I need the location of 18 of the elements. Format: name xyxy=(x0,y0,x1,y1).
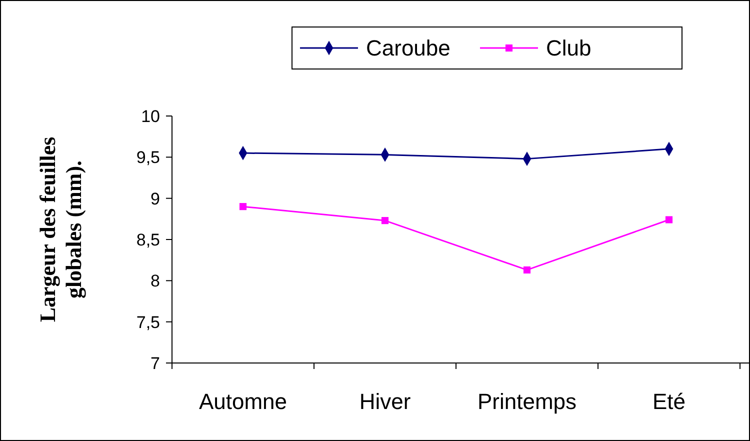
point xyxy=(523,266,531,274)
y-tick-label: 7 xyxy=(150,354,160,373)
point xyxy=(381,217,389,224)
point xyxy=(665,216,673,224)
legend-label: Club xyxy=(546,36,592,61)
y-tick-label: 9,5 xyxy=(136,148,160,168)
y-axis-title: Largeur des feuilles globales (mm). xyxy=(35,136,86,322)
x-tick-label: Printemps xyxy=(477,389,577,414)
x-tick-label: Hiver xyxy=(359,389,411,414)
y-tick-label: 10 xyxy=(141,106,160,126)
y-tick-label: 8 xyxy=(150,272,160,291)
x-tick-label: Eté xyxy=(652,389,686,414)
point xyxy=(239,203,247,210)
x-tick-label: Automne xyxy=(198,389,288,414)
legend-label: Caroube xyxy=(366,36,450,61)
y-tick-label: 8,5 xyxy=(136,230,160,250)
y-tick-label: 9 xyxy=(150,189,160,208)
y-tick-label: 7,5 xyxy=(136,312,160,332)
